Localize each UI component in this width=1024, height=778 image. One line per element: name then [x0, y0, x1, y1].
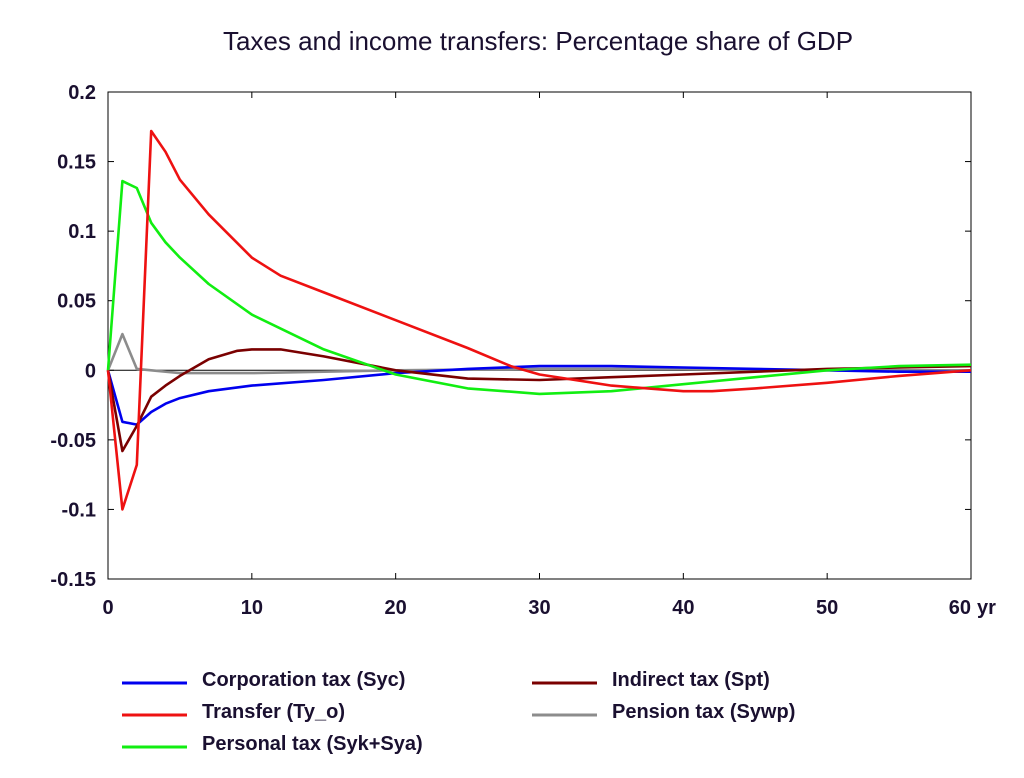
y-tick-label: 0: [85, 360, 96, 382]
x-tick-label: 60: [949, 597, 971, 619]
series-line-4: [106, 348, 972, 453]
legend-label: Transfer (Ty_o): [202, 701, 345, 723]
x-tick-label: 50: [816, 597, 838, 619]
series-line-3: [106, 179, 972, 396]
plot-frame: [107, 91, 972, 580]
y-tick-label: -0.1: [62, 499, 96, 521]
y-tick-label: 0.05: [57, 291, 96, 313]
legend-label: Personal tax (Syk+Sya): [202, 733, 423, 755]
y-tick-label: -0.15: [50, 569, 96, 591]
y-tick-label: 0.1: [68, 221, 96, 243]
x-unit-label: yr: [977, 597, 996, 619]
x-tick-label: 0: [102, 597, 113, 619]
y-axis: 0.2 0.15 0.1 0.05 0 -0.05 -0.1 -0.15: [50, 82, 971, 591]
chart-title: Taxes and income transfers: Percentage s…: [223, 26, 853, 56]
legend-label: Corporation tax (Syc): [202, 669, 405, 691]
x-tick-label: 40: [672, 597, 694, 619]
legend-label: Pension tax (Sywp): [612, 701, 795, 723]
series-lines: [106, 129, 972, 511]
legend-label: Indirect tax (Spt): [612, 669, 770, 691]
x-tick-label: 20: [385, 597, 407, 619]
x-tick-label: 10: [241, 597, 263, 619]
series-line-2: [106, 129, 972, 511]
y-tick-label: 0.15: [57, 152, 96, 174]
x-axis: 0 10 20 30 40 50 60 yr: [102, 92, 996, 619]
y-tick-label: -0.05: [50, 430, 96, 452]
x-tick-label: 30: [528, 597, 550, 619]
series-line-1: [106, 364, 971, 426]
y-tick-label: 0.2: [68, 82, 96, 104]
legend: Corporation tax (Syc) Transfer (Ty_o) Pers…: [122, 669, 795, 755]
